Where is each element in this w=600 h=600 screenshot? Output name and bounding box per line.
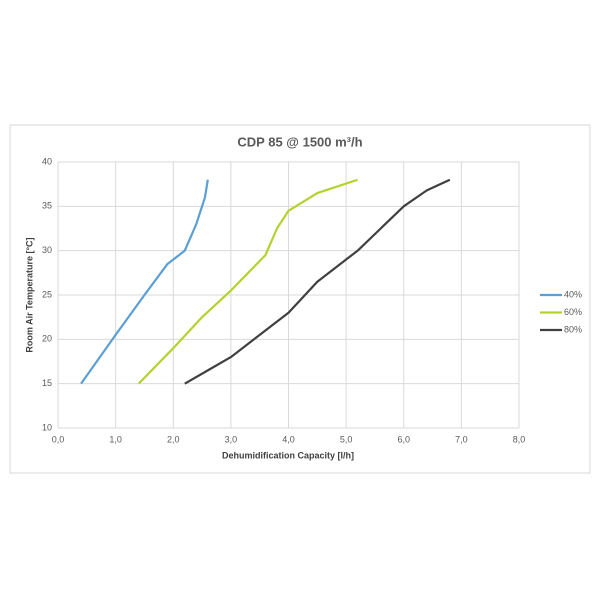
- x-tick-label: 0,0: [52, 434, 65, 444]
- y-tick-label: 15: [42, 378, 52, 388]
- x-axis-title: Dehumidification Capacity [l/h]: [222, 450, 354, 460]
- y-tick-label: 10: [42, 422, 52, 432]
- x-tick-label: 2,0: [167, 434, 180, 444]
- chart-title: CDP 85 @ 1500 m³/h: [237, 134, 362, 149]
- x-tick-label: 5,0: [340, 434, 353, 444]
- y-tick-label: 40: [42, 156, 52, 166]
- legend-label: 40%: [564, 289, 582, 299]
- legend-label: 80%: [564, 324, 582, 334]
- y-tick-label: 35: [42, 201, 52, 211]
- y-tick-label: 20: [42, 334, 52, 344]
- y-tick-label: 30: [42, 245, 52, 255]
- series-line: [80, 179, 209, 385]
- x-tick-label: 4,0: [282, 434, 295, 444]
- x-tick-label: 1,0: [109, 434, 122, 444]
- x-tick-label: 7,0: [455, 434, 468, 444]
- series-line: [184, 178, 451, 385]
- y-tick-label: 25: [42, 289, 52, 299]
- x-tick-label: 3,0: [225, 434, 238, 444]
- legend-label: 60%: [564, 307, 582, 317]
- x-tick-label: 6,0: [397, 434, 410, 444]
- x-tick-label: 8,0: [513, 434, 526, 444]
- y-axis-title: Room Air Temperature [°C]: [24, 237, 34, 352]
- series-line: [137, 178, 358, 385]
